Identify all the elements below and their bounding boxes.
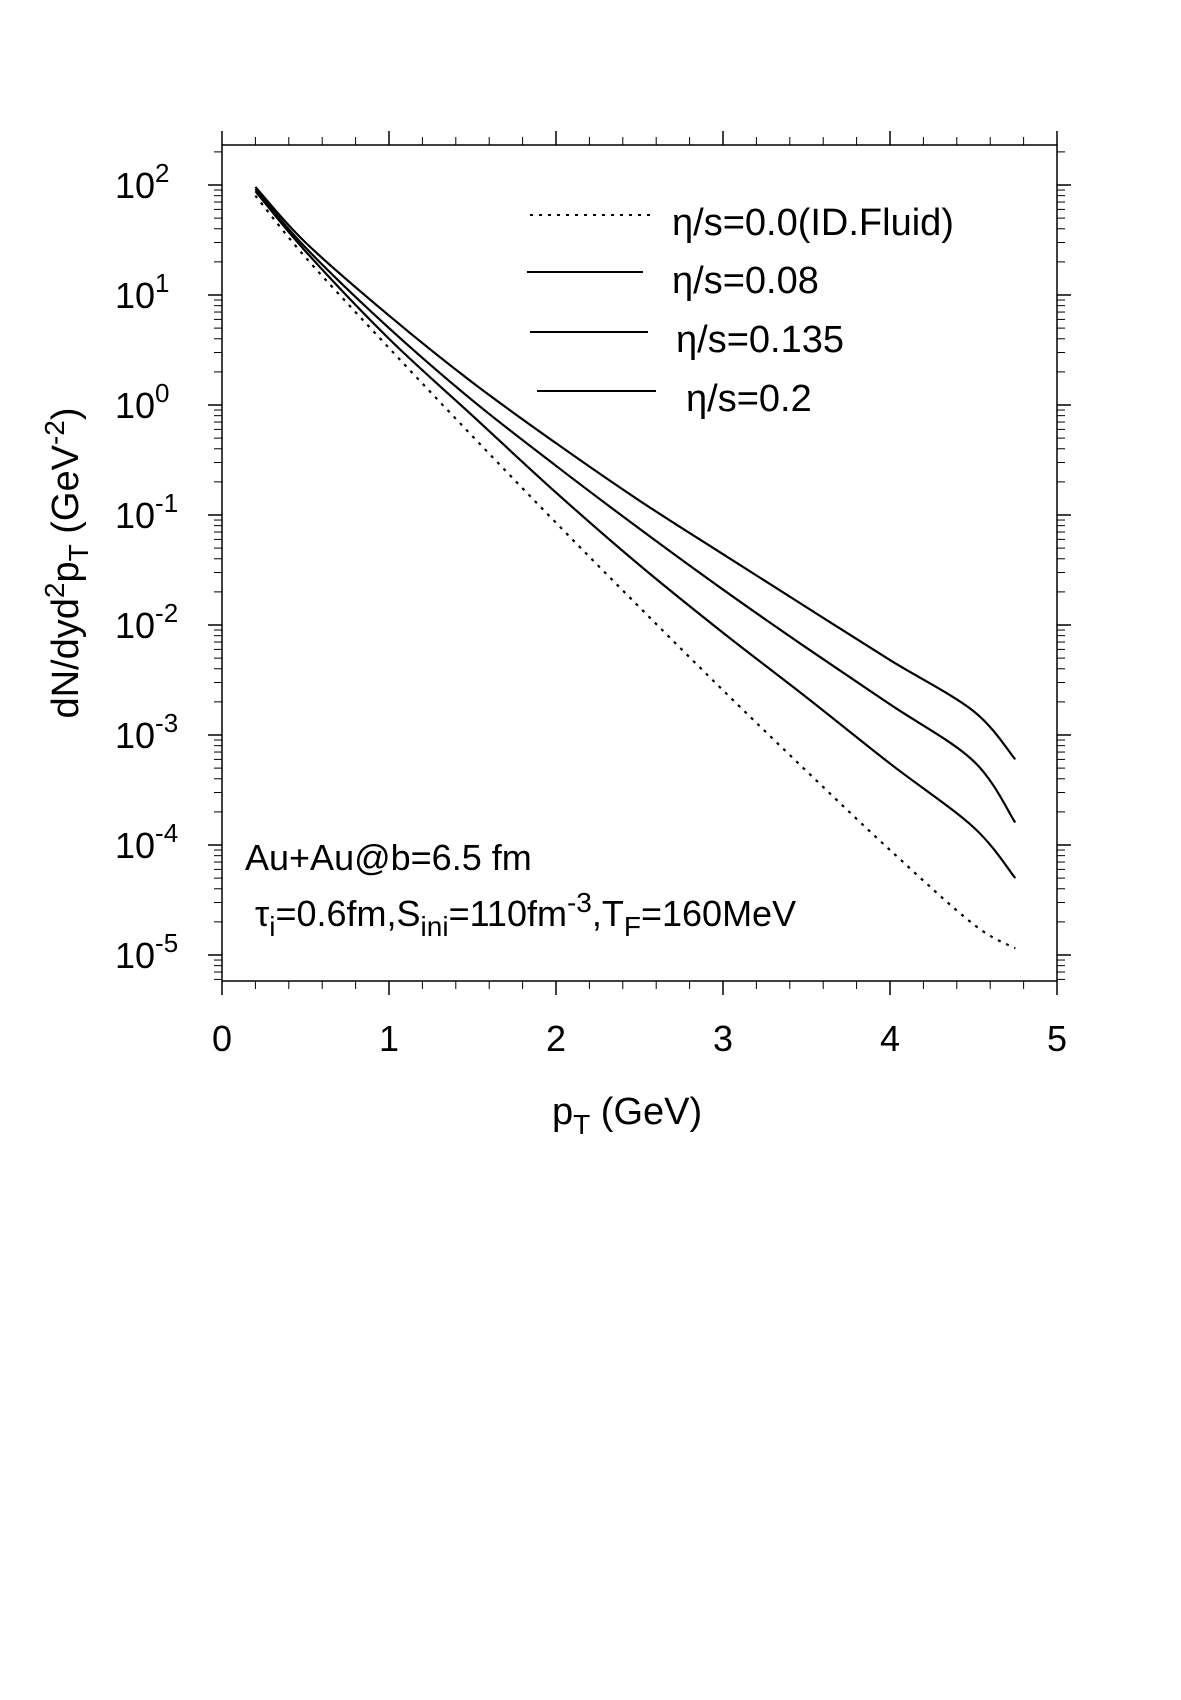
y-axis-title-part2: p [45,561,87,582]
annotation-t-sub: F [624,911,641,942]
y-axis-title-part3: (GeV [45,444,87,544]
x-axis-title-main: p [552,1091,573,1133]
x-tick-label: 1 [379,1018,399,1059]
x-tick-label: 3 [713,1018,733,1059]
minor-ticks [214,137,1065,989]
x-axis-title-sub: T [573,1109,590,1140]
annotation-parameters: τi=0.6fm,Sini=110fm-3,TF=160MeV [255,887,796,942]
x-tick-label: 4 [880,1018,900,1059]
annotation-collision: Au+Au@b=6.5 fm [245,837,532,878]
legend-label-ideal-fluid: η/s=0.0(ID.Fluid) [672,202,954,244]
x-tick-label: 2 [546,1018,566,1059]
annotation-tau: τ [255,893,269,934]
y-tick-base: 10 [115,495,155,536]
y-tick-label: 102 [115,158,170,206]
legend: η/s=0.0(ID.Fluid) η/s=0.08 η/s=0.135 η/s… [527,202,954,420]
y-tick-label: 101 [115,268,170,316]
y-tick-exponent: -3 [155,708,178,738]
y-tick-label: 100 [115,378,170,426]
y-tick-exponent: 1 [155,268,169,298]
y-tick-label: 10-2 [115,598,178,646]
series-line-0 [254,194,1016,950]
series-line-2 [254,188,1017,824]
y-tick-label: 10-4 [115,818,178,866]
y-tick-exponent: -2 [155,598,178,628]
y-axis-title-part4: ) [45,407,87,420]
series-line-3 [254,186,1017,761]
x-axis-title: pT (GeV) [552,1091,702,1140]
y-tick-exponent: -5 [155,928,178,958]
annotation-part2: =0.6fm,S [275,893,420,934]
major-ticks [208,131,1071,995]
y-axis-title-sup2: -2 [39,420,70,445]
y-tick-exponent: 0 [155,378,169,408]
legend-label-eta-0135: η/s=0.135 [676,319,844,361]
annotation-part4: ,T [592,893,624,934]
series-line-1 [254,190,1017,879]
y-tick-label: 10-3 [115,708,178,756]
y-tick-exponent: 2 [155,158,169,188]
y-tick-label: 10-5 [115,928,178,976]
annotation-part5: =160MeV [641,893,796,934]
y-tick-exponent: -4 [155,818,178,848]
plot-frame [221,144,1058,982]
annotation-s-sub: ini [421,911,449,942]
y-axis-title-sup1: 2 [39,583,70,599]
legend-label-eta-008: η/s=0.08 [672,260,819,302]
y-tick-base: 10 [115,715,155,756]
annotation-part3: =110fm [449,893,567,934]
y-axis-title: dN/dyd2pT (GeV-2) [39,407,94,718]
y-tick-label: 10-1 [115,488,178,536]
y-tick-base: 10 [115,935,155,976]
annotation-exp: -3 [567,887,592,918]
y-tick-base: 10 [115,605,155,646]
legend-label-eta-02: η/s=0.2 [686,378,812,420]
y-tick-exponent: -1 [155,488,178,518]
y-tick-base: 10 [115,385,155,426]
x-tick-labels: 0 1 2 3 4 5 [212,1018,1067,1059]
x-axis-title-rest: (GeV) [590,1091,702,1133]
y-axis-title-sub1: T [63,544,94,561]
y-axis-title-part1: dN/dyd [45,598,87,718]
y-tick-base: 10 [115,165,155,206]
x-tick-label: 5 [1047,1018,1067,1059]
annotation-tau-sub: i [269,911,275,942]
series-group [254,186,1017,950]
y-tick-base: 10 [115,275,155,316]
y-tick-base: 10 [115,825,155,866]
x-tick-label: 0 [212,1018,232,1059]
